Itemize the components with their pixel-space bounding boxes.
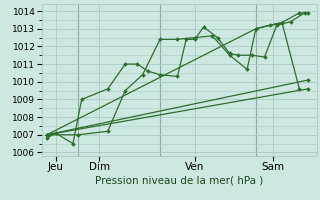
X-axis label: Pression niveau de la mer( hPa ): Pression niveau de la mer( hPa )	[95, 175, 263, 185]
